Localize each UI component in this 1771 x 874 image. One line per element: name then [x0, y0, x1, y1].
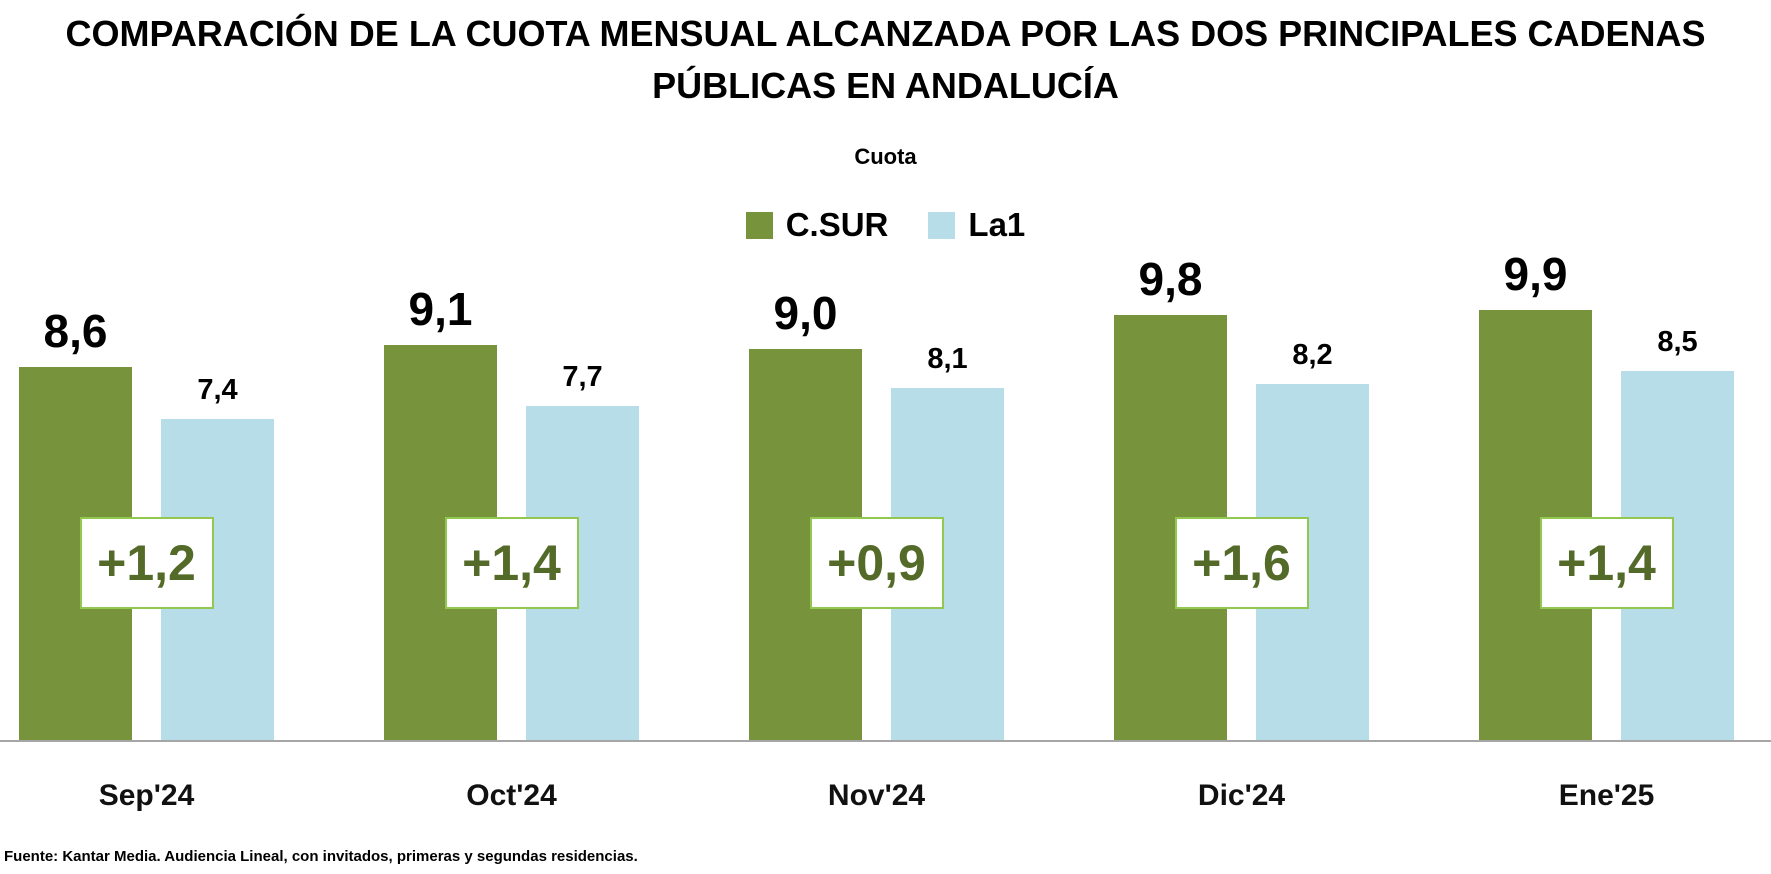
legend-title: Cuota [854, 144, 917, 169]
plot-area: 8,6 7,4 +1,2 9,1 7,7 +1,4 9,0 8,1 +0,9 9,8 8,2 +1,6… [0, 248, 1771, 742]
difference-box: +1,4 [1539, 517, 1674, 609]
difference-box: +1,4 [444, 517, 579, 609]
difference-label: +1,4 [462, 535, 561, 591]
value-label-csur: 9,0 [773, 287, 838, 340]
value-label-csur: 9,1 [408, 283, 473, 336]
legend-label-la1: La1 [968, 206, 1026, 243]
x-axis-label: Oct'24 [466, 779, 557, 812]
difference-label: +1,4 [1557, 535, 1656, 591]
x-axis-line [0, 740, 1771, 742]
difference-box: +1,2 [79, 517, 214, 609]
value-label-la1: 7,4 [197, 373, 238, 406]
difference-label: +0,9 [827, 535, 926, 591]
value-label-la1: 7,7 [562, 360, 603, 393]
difference-label: +1,6 [1192, 535, 1291, 591]
value-label-csur: 9,8 [1138, 252, 1203, 305]
chart-title-line1: COMPARACIÓN DE LA CUOTA MENSUAL ALCANZAD… [65, 13, 1706, 54]
legend-item-csur: C.SUR [745, 206, 889, 244]
legend-item-la1: La1 [928, 206, 1025, 244]
source-note: Fuente: Kantar Media. Audiencia Lineal, … [4, 848, 638, 865]
value-label-csur: 8,6 [43, 304, 108, 357]
legend-swatch-csur [745, 211, 773, 239]
value-label-la1: 8,2 [1292, 339, 1333, 372]
legend-swatch-la1 [928, 211, 956, 239]
x-axis-label: Dic'24 [1197, 779, 1286, 812]
difference-label: +1,2 [97, 535, 196, 591]
value-label-la1: 8,5 [1657, 326, 1698, 359]
difference-box: +1,6 [1174, 517, 1309, 609]
legend-label-csur: C.SUR [785, 206, 889, 243]
difference-box: +0,9 [809, 517, 944, 609]
x-axis-label: Nov'24 [827, 779, 926, 812]
chart-title: COMPARACIÓN DE LA CUOTA MENSUAL ALCANZAD… [0, 8, 1771, 112]
value-label-la1: 8,1 [927, 343, 968, 376]
chart-title-line2: PÚBLICAS EN ANDALUCÍA [652, 65, 1119, 107]
value-label-csur: 9,9 [1503, 248, 1568, 301]
legend: C.SUR La1 [0, 206, 1771, 244]
x-axis-label: Sep'24 [98, 779, 195, 812]
x-axis-label: Ene'25 [1558, 779, 1655, 812]
